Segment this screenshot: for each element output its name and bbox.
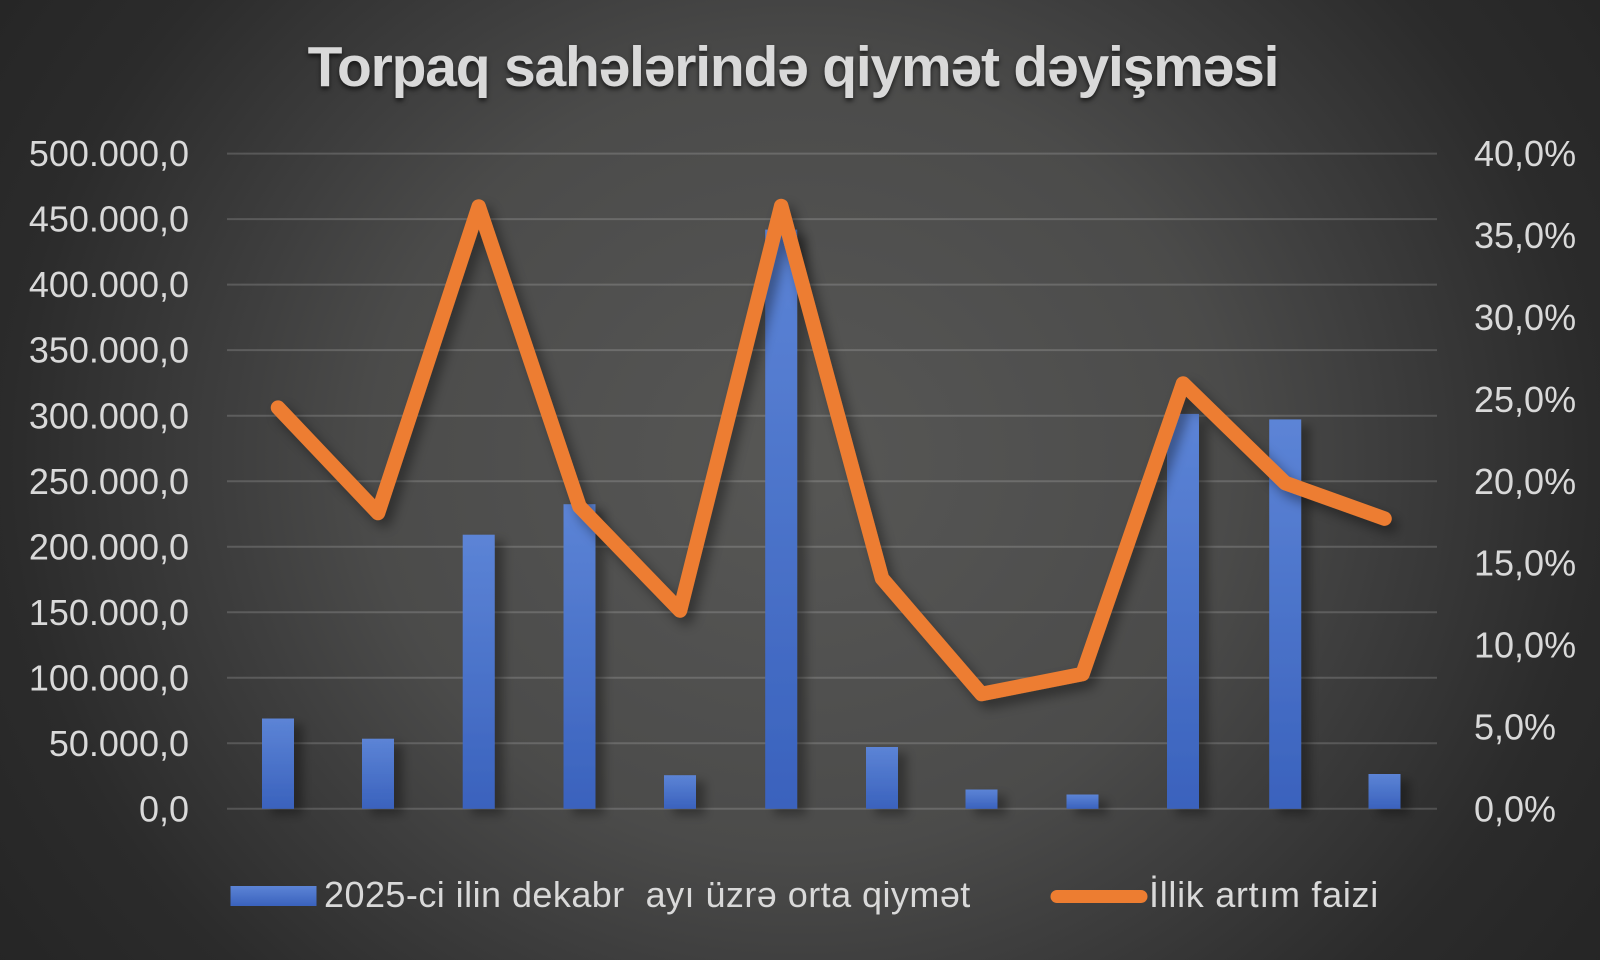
svg-text:2025-ci ilin dekabr ayı üzrə: 2025-ci ilin dekabr ayı üzrə orta qiymət — [324, 874, 971, 915]
svg-text:0,0%: 0,0% — [1474, 788, 1556, 829]
svg-text:40,0%: 40,0% — [1474, 133, 1576, 174]
svg-text:20,0%: 20,0% — [1474, 461, 1576, 502]
svg-text:10,0%: 10,0% — [1474, 625, 1576, 666]
svg-text:5,0%: 5,0% — [1474, 707, 1556, 748]
svg-text:300.000,0: 300.000,0 — [29, 395, 189, 436]
svg-text:350.000,0: 350.000,0 — [29, 330, 189, 371]
svg-text:100.000,0: 100.000,0 — [29, 657, 189, 698]
svg-text:500.000,0: 500.000,0 — [29, 133, 189, 174]
svg-text:200.000,0: 200.000,0 — [29, 526, 189, 567]
svg-text:50.000,0: 50.000,0 — [49, 723, 189, 764]
svg-text:250.000,0: 250.000,0 — [29, 461, 189, 502]
svg-text:İllik artım faizi: İllik artım faizi — [1149, 874, 1379, 915]
svg-text:450.000,0: 450.000,0 — [29, 199, 189, 240]
svg-text:30,0%: 30,0% — [1474, 297, 1576, 338]
svg-text:400.000,0: 400.000,0 — [29, 264, 189, 305]
svg-text:25,0%: 25,0% — [1474, 379, 1576, 420]
svg-text:0,0: 0,0 — [139, 788, 189, 829]
svg-text:35,0%: 35,0% — [1474, 215, 1576, 256]
svg-text:150.000,0: 150.000,0 — [29, 592, 189, 633]
svg-text:15,0%: 15,0% — [1474, 543, 1576, 584]
svg-text:Torpaq sahələrində qiymət dəyi: Torpaq sahələrində qiymət dəyişməsi — [308, 35, 1279, 99]
